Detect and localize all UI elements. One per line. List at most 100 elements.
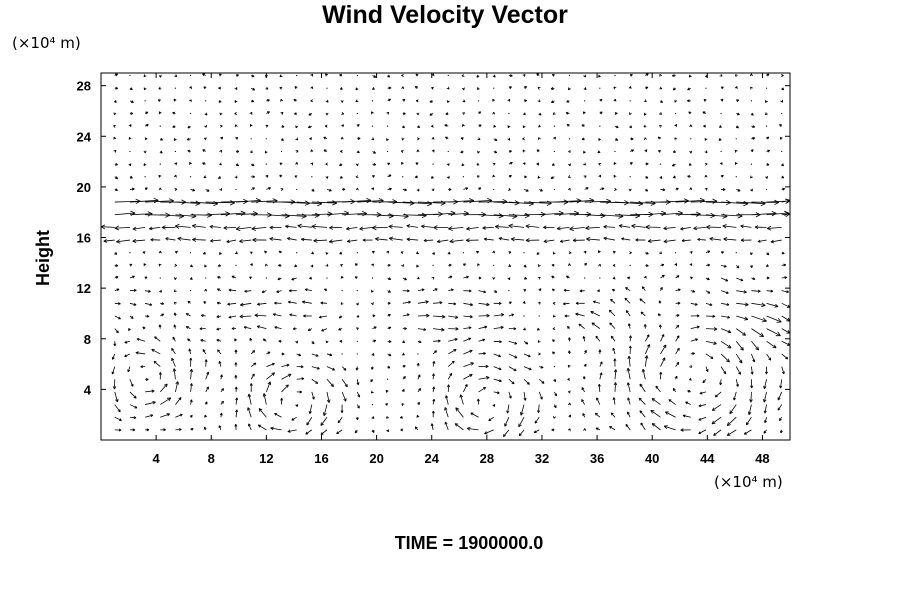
- wind-vector: [508, 251, 512, 255]
- wind-vector: [189, 277, 193, 280]
- wind-vector: [189, 162, 192, 165]
- wind-vector: [446, 163, 450, 166]
- wind-vector: [243, 326, 252, 330]
- wind-vector: [173, 98, 177, 102]
- wind-vector: [219, 374, 223, 380]
- wind-vector: [416, 112, 420, 116]
- wind-vector: [781, 163, 784, 167]
- x-tick-label: 20: [369, 451, 383, 466]
- wind-vector: [628, 345, 632, 354]
- wind-vector: [339, 163, 343, 167]
- wind-vector: [372, 213, 394, 219]
- wind-vector: [638, 397, 646, 405]
- wind-vector: [249, 337, 253, 342]
- wind-vector: [189, 264, 193, 268]
- wind-vector: [415, 99, 419, 103]
- wind-vector: [629, 73, 633, 77]
- wind-vector: [720, 290, 729, 295]
- wind-vector: [173, 277, 177, 280]
- wind-vector: [370, 390, 374, 394]
- wind-vector: [766, 328, 781, 337]
- wind-vector: [114, 302, 121, 306]
- wind-vector: [629, 264, 631, 266]
- wind-vector: [281, 384, 289, 393]
- wind-vector: [173, 289, 177, 293]
- wind-vector: [721, 315, 731, 319]
- wind-vector: [493, 340, 502, 344]
- wind-vector: [401, 352, 405, 356]
- wind-vector: [444, 421, 449, 431]
- wind-vector: [129, 187, 135, 191]
- wind-vector: [280, 138, 284, 141]
- wind-vector: [340, 100, 344, 103]
- wind-vector: [387, 353, 392, 357]
- wind-vector: [720, 86, 724, 90]
- wind-vector: [158, 86, 162, 90]
- wind-vector: [219, 149, 222, 153]
- wind-vector: [581, 387, 586, 393]
- wind-vector: [720, 150, 722, 153]
- x-tick-label: 12: [259, 451, 273, 466]
- wind-vector: [311, 353, 319, 357]
- vector-field: [100, 73, 791, 437]
- wind-vector: [406, 237, 418, 242]
- wind-vector: [342, 187, 346, 191]
- wind-vector: [657, 313, 661, 317]
- wind-vector: [143, 74, 147, 78]
- wind-vector: [493, 391, 500, 395]
- wind-vector: [431, 410, 435, 418]
- wind-vector: [387, 277, 392, 280]
- wind-vector: [287, 237, 297, 241]
- wind-vector: [674, 375, 678, 380]
- wind-vector: [432, 288, 438, 292]
- wind-vector: [533, 429, 540, 434]
- wind-vector: [190, 212, 212, 218]
- wind-vector: [431, 175, 434, 179]
- wind-vector: [553, 404, 557, 409]
- wind-vector: [114, 288, 120, 292]
- wind-vector: [371, 277, 374, 279]
- wind-vector: [387, 150, 389, 153]
- wind-vector: [400, 251, 404, 255]
- wind-vector: [508, 327, 517, 331]
- wind-vector: [584, 262, 587, 266]
- wind-vector: [765, 87, 768, 89]
- wind-vector: [174, 150, 177, 153]
- wind-vector: [234, 424, 238, 430]
- wind-vector: [177, 236, 191, 241]
- wind-vector: [674, 124, 677, 127]
- wind-vector: [614, 138, 619, 141]
- wind-vector: [672, 387, 676, 393]
- wind-vector: [402, 340, 405, 344]
- wind-vector: [463, 349, 473, 355]
- wind-vector: [459, 394, 464, 405]
- wind-vector: [463, 289, 472, 293]
- wind-vector: [584, 198, 612, 205]
- wind-vector: [659, 112, 662, 115]
- wind-vector: [690, 289, 696, 293]
- wind-vector: [189, 368, 194, 380]
- wind-vector: [507, 125, 511, 129]
- wind-vector: [135, 351, 146, 355]
- wind-vector: [159, 383, 168, 393]
- wind-vector: [114, 251, 118, 255]
- wind-vector: [249, 124, 253, 127]
- wind-vector: [764, 366, 768, 375]
- wind-vector: [340, 175, 343, 179]
- wind-vector: [416, 188, 420, 192]
- wind-vector: [583, 175, 587, 179]
- wind-vector: [635, 238, 646, 242]
- wind-vector: [711, 416, 722, 425]
- wind-vector: [276, 290, 282, 293]
- wind-vector: [609, 322, 616, 329]
- wind-vector: [354, 263, 358, 267]
- wind-vector: [781, 74, 784, 78]
- wind-vector: [598, 174, 602, 178]
- wind-vector: [754, 225, 767, 230]
- wind-vector: [781, 353, 789, 360]
- wind-vector: [766, 225, 782, 231]
- wind-vector: [431, 149, 435, 153]
- wind-vector: [781, 150, 783, 153]
- wind-vector: [650, 409, 661, 418]
- wind-vector: [645, 264, 649, 267]
